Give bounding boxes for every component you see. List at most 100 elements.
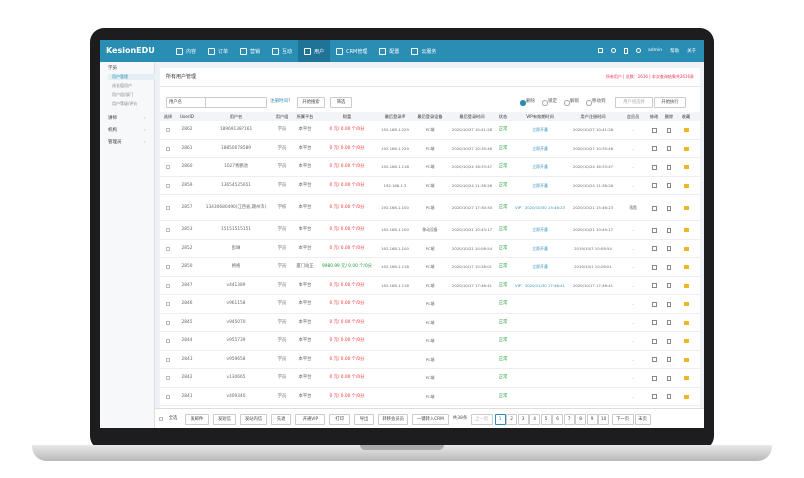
table-row[interactable]: 2841 v409340 学员 本平台 0 元/ 0.00 个/0分 PC端 正常 - <box>160 388 700 406</box>
edit-icon[interactable] <box>651 205 657 211</box>
checkbox[interactable] <box>166 246 170 251</box>
checkbox[interactable] <box>166 283 170 288</box>
table-row[interactable]: 2842 v130665 学员 本平台 0 元/ 0.00 个/0分 PC端 正常 - <box>160 369 700 388</box>
sidebar-group[interactable]: 讲师 <box>108 116 117 121</box>
edit-icon[interactable] <box>651 283 657 289</box>
checkbox[interactable] <box>166 320 170 325</box>
table-row[interactable]: 2844 v955739 学员 本平台 0 元/ 0.00 个/0分 PC端 正常 - <box>160 332 700 351</box>
sidebar-group[interactable]: 学员 <box>108 66 117 71</box>
favorite-icon[interactable] <box>683 339 689 344</box>
favorite-icon[interactable] <box>683 394 689 399</box>
delete-icon[interactable] <box>667 375 671 381</box>
table-row[interactable]: 2846 v961158 学员 本平台 0 元/ 0.00 个/0分 PC端 正常 - <box>160 295 700 314</box>
table-row[interactable]: 2857 13430680490(江西省,赣州市) 学校 本平台 0 元/ 0.00 个… <box>160 195 700 221</box>
checkbox[interactable] <box>166 165 170 170</box>
sidebar-group[interactable]: 机构 <box>108 128 117 133</box>
edit-icon[interactable] <box>651 301 657 307</box>
table-row[interactable]: 2850 格格 学员 厦门站正 9980.99 元/ 0.00 个/0分 192.168.… <box>160 258 700 277</box>
table-row[interactable]: 2847 v441389 学员 本平台 0 元/ 0.00 个/0分 192.168.1.… <box>160 277 700 295</box>
nav-item[interactable]: 用户 <box>298 40 331 62</box>
nav-item[interactable]: 云服务 <box>405 40 442 62</box>
page-number[interactable]: 3 <box>517 414 529 425</box>
radio-label[interactable]: 删除 <box>526 99 535 104</box>
favorite-icon[interactable] <box>683 165 689 170</box>
page-number[interactable]: 8 <box>575 414 587 425</box>
action-button[interactable]: 打印 <box>329 414 350 425</box>
radio[interactable] <box>586 100 592 106</box>
checkbox[interactable] <box>166 206 170 210</box>
table-row[interactable]: 2843 v959658 学员 本平台 0 元/ 0.00 个/0分 PC端 正常 - <box>160 351 700 369</box>
search-button[interactable]: 开始搜索 <box>297 97 325 108</box>
radio-label[interactable]: 移动到 <box>592 99 606 104</box>
edit-icon[interactable] <box>651 375 657 381</box>
edit-icon[interactable] <box>651 357 657 363</box>
delete-icon[interactable] <box>667 246 671 252</box>
page-number[interactable]: 7 <box>563 414 575 425</box>
radio[interactable] <box>542 100 548 106</box>
table-row[interactable]: 2862 18969138?161 学员 本平台 0 元/ 0.00 个/0分 192.1… <box>160 121 700 140</box>
action-button[interactable]: 先退 <box>271 414 292 425</box>
checkbox[interactable] <box>166 183 170 188</box>
user-menu-item[interactable]: 帮助 <box>670 49 680 54</box>
sidebar-item[interactable]: 用户等级/评价 <box>112 101 138 106</box>
radio-label[interactable]: 解锁 <box>570 99 579 104</box>
nav-item[interactable]: 营销 <box>234 40 266 62</box>
edit-icon[interactable] <box>651 264 657 270</box>
delete-icon[interactable] <box>667 205 671 211</box>
delete-icon[interactable] <box>667 320 671 326</box>
radio[interactable] <box>564 100 570 106</box>
page-number[interactable]: 2 <box>506 414 518 425</box>
delete-icon[interactable] <box>667 264 671 270</box>
execute-button[interactable]: 开始执行 <box>654 97 686 108</box>
select-all[interactable]: 全选 <box>164 414 182 423</box>
nav-item[interactable]: 配置 <box>373 40 405 62</box>
delete-icon[interactable] <box>667 357 671 363</box>
sidebar-item[interactable]: 成长值用户 <box>112 83 132 88</box>
checkbox[interactable] <box>166 302 170 307</box>
field-select[interactable]: 用户名 <box>166 97 206 108</box>
radio[interactable] <box>520 100 526 106</box>
sidebar-item[interactable]: 用户管理 <box>108 74 155 80</box>
favorite-icon[interactable] <box>683 146 689 151</box>
user-menu-item[interactable]: admin <box>648 48 663 53</box>
last-page[interactable]: 末页 <box>634 414 651 425</box>
delete-icon[interactable] <box>667 283 671 289</box>
page-number[interactable]: 6 <box>552 414 564 425</box>
checkbox[interactable] <box>166 146 170 151</box>
table-row[interactable]: 2861 18850078589 学员 本平台 0 元/ 0.00 个/0分 192.16… <box>160 140 700 158</box>
favorite-icon[interactable] <box>683 376 689 381</box>
action-button[interactable]: 发邮件 <box>185 414 209 425</box>
user-menu-item[interactable]: 关于 <box>687 49 697 54</box>
checkbox[interactable] <box>166 228 170 233</box>
favorite-icon[interactable] <box>683 283 689 288</box>
radio-label[interactable]: 锁定 <box>548 99 557 104</box>
favorite-icon[interactable] <box>683 246 689 251</box>
action-button[interactable]: 开通VIP <box>295 414 326 425</box>
filter-button[interactable]: 筛选 <box>330 97 352 108</box>
checkbox[interactable] <box>166 128 170 133</box>
action-button[interactable]: 发短信 <box>212 414 237 425</box>
favorite-icon[interactable] <box>683 302 689 307</box>
checkbox[interactable] <box>166 394 170 399</box>
delete-icon[interactable] <box>667 394 671 400</box>
prev-page[interactable]: 上一页 <box>470 414 493 425</box>
delete-icon[interactable] <box>667 227 671 233</box>
edit-icon[interactable] <box>651 394 657 400</box>
checkbox[interactable] <box>166 339 170 344</box>
edit-icon[interactable] <box>651 227 657 233</box>
nav-item[interactable]: 互动 <box>266 40 298 62</box>
next-page[interactable]: 下一页 <box>611 414 634 425</box>
nav-item[interactable]: 内容 <box>170 40 202 62</box>
table-row[interactable]: 2853 15151515151 学员 本平台 0 元/ 0.00 个/0分 192.16… <box>160 221 700 240</box>
favorite-icon[interactable] <box>683 206 689 210</box>
page-number[interactable]: 4 <box>529 414 541 425</box>
table-row[interactable]: 2852 彭琳 学员 本平台 0 元/ 0.00 个/0分 192.168.1.100 PC… <box>160 240 700 258</box>
favorite-icon[interactable] <box>683 320 689 325</box>
table-row[interactable]: 2859 13654525651 学员 本平台 0 元/ 0.00 个/0分 192.16… <box>160 177 700 195</box>
delete-icon[interactable] <box>667 146 671 152</box>
favorite-icon[interactable] <box>683 357 689 362</box>
page-number[interactable]: 10 <box>598 414 610 425</box>
favorite-icon[interactable] <box>683 265 689 270</box>
edit-icon[interactable] <box>651 246 657 252</box>
action-button[interactable]: 转移会员员 <box>378 414 409 425</box>
